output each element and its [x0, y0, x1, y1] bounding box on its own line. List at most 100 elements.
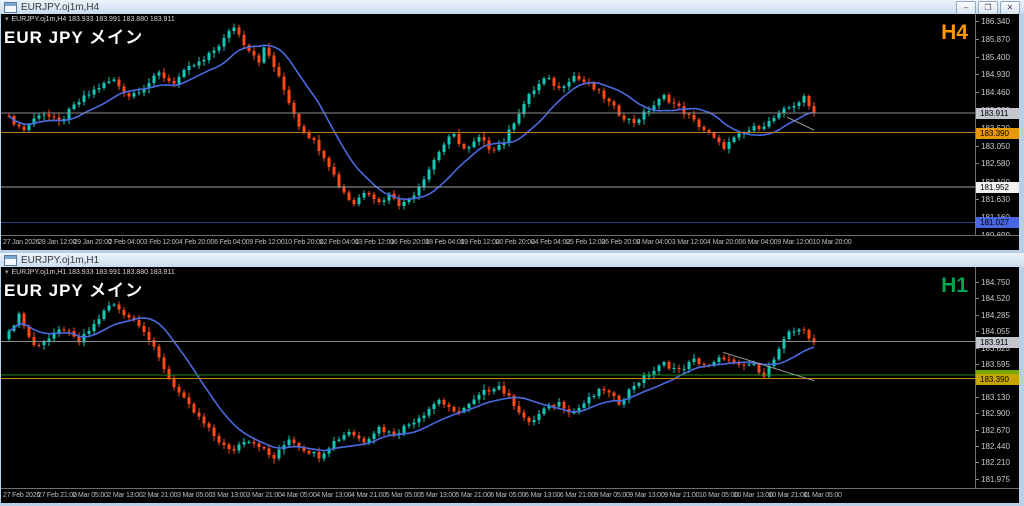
price-axis-label: 182.210 — [976, 458, 1010, 467]
time-axis-label: 10 Mar 20:00 — [812, 239, 852, 246]
price-axis-label: 184.460 — [976, 88, 1010, 97]
time-axis-label: 3 Mar 12:00 — [671, 239, 707, 246]
time-axis-label: 13 Feb 12:00 — [355, 239, 394, 246]
chart-legend: ▾ EURJPY.oj1m,H4 183.933 183.991 183.880… — [5, 16, 175, 23]
price-axis-label: 182.670 — [976, 426, 1010, 435]
time-axis-label: 10 Feb 20:00 — [284, 239, 324, 246]
chart-watermark-label: EUR JPY メイン — [4, 281, 144, 300]
time-axis-label: 20 Feb 20:00 — [495, 239, 535, 246]
time-axis-label: 6 Mar 05:00 — [490, 492, 526, 499]
price-axis-label: 182.440 — [976, 442, 1010, 451]
time-axis-label: 9 Mar 21:00 — [664, 492, 700, 499]
time-axis[interactable]: 27 Jan 2026 28 Jan 12:00 29 Jan 20:00 2 Feb… — [1, 235, 1019, 250]
chart-window-h4: EURJPY.oj1m,H4 – ❐ ✕ ▾ EURJPY.oj1m,H4 18… — [0, 0, 1024, 250]
restore-button[interactable]: ❐ — [978, 1, 998, 15]
chart-window-icon — [4, 1, 17, 13]
time-axis-label: 5 Mar 21:00 — [455, 492, 491, 499]
time-axis-label: 2 Feb 04:00 — [108, 239, 144, 246]
time-axis-label: 3 Mar 05:00 — [177, 492, 213, 499]
time-axis-label: 6 Mar 21:00 — [559, 492, 595, 499]
time-axis-label: 9 Mar 12:00 — [777, 239, 813, 246]
time-axis-label: 27 Jan 2026 — [3, 239, 40, 246]
candlestick-plot[interactable] — [1, 267, 976, 489]
chart-window-h1: EURJPY.oj1m,H1 ▾ EURJPY.oj1m,H1 183.933 … — [0, 253, 1024, 506]
price-axis-label: 185.400 — [976, 53, 1010, 62]
time-axis-label: 25 Feb 12:00 — [566, 239, 606, 246]
ohlc-legend-text: EURJPY.oj1m,H1 183.933 183.991 183.880 1… — [11, 269, 175, 276]
candlestick-plot[interactable] — [1, 14, 976, 236]
minimize-button[interactable]: – — [956, 1, 976, 15]
time-axis-label: 28 Jan 12:00 — [38, 239, 77, 246]
time-axis-label: 2 Mar 05:00 — [72, 492, 108, 499]
window-title: EURJPY.oj1m,H4 — [21, 1, 100, 13]
time-axis-label: 4 Feb 20:00 — [179, 239, 215, 246]
time-axis-label: 4 Mar 13:00 — [316, 492, 352, 499]
time-axis-label: 29 Jan 20:00 — [73, 239, 112, 246]
window-controls: – ❐ ✕ — [956, 1, 1020, 15]
time-axis-label: 12 Feb 04:00 — [319, 239, 359, 246]
time-axis-label: 9 Mar 13:00 — [629, 492, 665, 499]
timeframe-label: H4 — [941, 21, 968, 44]
price-axis-label: 181.975 — [976, 475, 1010, 484]
price-axis-label: 186.340 — [976, 17, 1010, 26]
chart-area[interactable]: ▾ EURJPY.oj1m,H1 183.933 183.991 183.880… — [1, 267, 1019, 503]
chart-area[interactable]: ▾ EURJPY.oj1m,H4 183.933 183.991 183.880… — [1, 14, 1019, 250]
price-axis-label: 184.285 — [976, 311, 1010, 320]
time-axis-label: 4 Mar 21:00 — [351, 492, 387, 499]
price-marker-box: 183.911 — [976, 337, 1019, 348]
time-axis-label: 4 Mar 05:00 — [281, 492, 317, 499]
time-axis-label: 6 Mar 13:00 — [525, 492, 561, 499]
ohlc-legend-text: EURJPY.oj1m,H4 183.933 183.991 183.880 1… — [11, 16, 175, 23]
close-button[interactable]: ✕ — [1000, 1, 1020, 15]
price-marker-box: 183.390 — [976, 374, 1019, 385]
time-axis-label: 9 Feb 12:00 — [249, 239, 285, 246]
time-axis-label: 16 Feb 20:00 — [390, 239, 430, 246]
timeframe-label: H1 — [941, 274, 968, 297]
price-axis-label: 182.900 — [976, 409, 1010, 418]
time-axis-label: 2 Mar 13:00 — [107, 492, 143, 499]
price-axis-label: 183.130 — [976, 393, 1010, 402]
price-marker-box: 181.952 — [976, 182, 1019, 193]
window-title: EURJPY.oj1m,H1 — [21, 254, 100, 266]
time-axis-label: 6 Mar 04:00 — [742, 239, 778, 246]
one-click-trading-arrow[interactable]: ▾ — [5, 269, 9, 276]
time-axis-label: 10 Mar 21:00 — [768, 492, 808, 499]
window-titlebar[interactable]: EURJPY.oj1m,H4 – ❐ ✕ — [0, 0, 1024, 15]
price-axis[interactable]: 186.340 185.870 185.400 184.930 184.460 183.9… — [975, 14, 1019, 240]
time-axis-label: 27 Feb 21:00 — [37, 492, 77, 499]
time-axis-label: 2 Mar 04:00 — [636, 239, 672, 246]
one-click-trading-arrow[interactable]: ▾ — [5, 16, 9, 23]
price-axis[interactable]: 184.750 184.520 184.285 184.055 183.825 183.5… — [975, 267, 1019, 489]
time-axis[interactable]: 27 Feb 2026 27 Feb 21:00 2 Mar 05:00 2 Mar … — [1, 488, 1019, 503]
price-axis-label: 184.930 — [976, 70, 1010, 79]
time-axis-label: 9 Mar 05:00 — [594, 492, 630, 499]
time-axis-label: 18 Feb 04:00 — [425, 239, 465, 246]
price-axis-label: 183.825 — [976, 344, 1010, 353]
time-axis-label: 11 Mar 05:00 — [803, 492, 842, 499]
price-marker-box: 181.027 — [976, 217, 1019, 228]
price-axis-label: 181.630 — [976, 195, 1010, 204]
price-axis-label: 182.580 — [976, 159, 1010, 168]
chart-legend: ▾ EURJPY.oj1m,H1 183.933 183.991 183.880… — [5, 269, 175, 276]
time-axis-label: 19 Feb 12:00 — [460, 239, 500, 246]
price-axis-label: 183.595 — [976, 360, 1010, 369]
price-axis-label: 184.055 — [976, 327, 1010, 336]
price-axis-label: 185.870 — [976, 35, 1010, 44]
window-titlebar[interactable]: EURJPY.oj1m,H1 — [0, 253, 1024, 267]
chart-watermark-label: EUR JPY メイン — [4, 28, 144, 47]
time-axis-label: 27 Feb 2026 — [3, 492, 41, 499]
time-axis-label: 5 Mar 05:00 — [385, 492, 421, 499]
time-axis-label: 5 Mar 13:00 — [420, 492, 456, 499]
time-axis-label: 10 Mar 05:00 — [699, 492, 738, 499]
price-marker-box: 183.911 — [976, 108, 1019, 119]
time-axis-label: 24 Feb 04:00 — [531, 239, 570, 246]
time-axis-label: 26 Feb 20:00 — [601, 239, 641, 246]
time-axis-label: 10 Mar 13:00 — [733, 492, 773, 499]
price-axis-label: 183.050 — [976, 142, 1010, 151]
time-axis-label: 2 Mar 21:00 — [142, 492, 178, 499]
price-axis-label: 184.750 — [976, 278, 1010, 287]
price-axis-label: 184.520 — [976, 294, 1010, 303]
time-axis-label: 3 Feb 12:00 — [143, 239, 179, 246]
time-axis-label: 6 Feb 04:00 — [214, 239, 250, 246]
